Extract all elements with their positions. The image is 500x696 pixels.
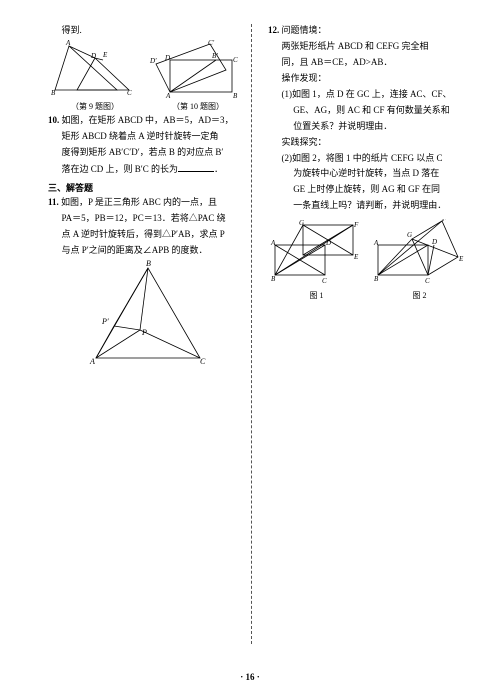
svg-text:F: F [441,219,447,223]
line-got: 得到. [48,24,248,38]
fig10-svg: C′ D′ D B′ C A B [148,40,248,100]
fig9-svg: A E B D C [51,40,139,100]
q11-l3: 点 A 逆时针旋转后，得到△P′AB，求点 P [48,228,248,242]
fig10-caption: （第 10 题图） [148,101,248,112]
svg-text:A: A [373,239,379,247]
figure-9: A E B D C （第 9 题图） [48,40,142,112]
q12-op: 操作发现： [268,72,468,86]
q12-op1a: (1)如图 1，点 D 在 GC 上，连接 AC、CF、 [268,88,468,102]
q10: 10. 如图，在矩形 ABCD 中，AB＝5，AD＝3， [48,114,248,128]
svg-text:A: A [165,92,171,100]
column-divider [251,24,252,644]
svg-text:C: C [425,277,430,285]
svg-text:B: B [374,275,379,283]
q11-l1: 如图，P 是正三角形 ABC 内的一点，且 [61,197,217,207]
svg-text:C: C [233,56,238,64]
q12-l1: 两张矩形纸片 ABCD 和 CEFG 完全相 [268,40,468,54]
figures-1-2: A B C D G F E 图 1 [268,219,468,301]
svg-text:F: F [353,221,359,229]
q12-pr2: 为旋转中心逆时针旋转，当点 D 落在 [268,167,468,181]
q12-num: 12. [268,25,279,35]
figure-q11: B A C P P′ [48,260,248,370]
svg-text:G: G [299,219,304,227]
section-3-title: 三、解答题 [48,181,248,194]
figure-10: C′ D′ D B′ C A B （第 10 题图） [148,40,248,112]
svg-text:D: D [164,54,170,62]
q11-num: 11. [48,197,59,207]
svg-text:D: D [325,239,331,247]
svg-text:D: D [90,52,96,60]
fig2-caption: 图 2 [371,290,468,301]
q11: 11. 如图，P 是正三角形 ABC 内的一点，且 [48,196,248,210]
right-column: 12. 问题情境： 两张矩形纸片 ABCD 和 CEFG 完全相 同，且 AB＝… [258,24,468,373]
svg-text:C′: C′ [208,40,215,47]
svg-text:C: C [127,89,132,97]
fig-q11-svg: B A C P P′ [78,260,218,370]
q12-pr3: GE 上时停止旋转，则 AG 和 GF 在同 [268,183,468,197]
q12-op1c: 位置关系？并说明理由． [268,120,468,134]
svg-text:G: G [407,231,412,239]
svg-text:P: P [141,328,147,337]
fig9-caption: （第 9 题图） [48,101,142,112]
q11-l4: 与点 P′之间的距离及∠APB 的度数． [48,244,248,258]
q12-title: 问题情境： [282,25,327,35]
svg-text:C: C [322,277,327,285]
q10-l4: 落在边 CD 上，则 B′C 的长为 [62,164,178,174]
svg-text:C: C [200,357,206,366]
q10-num: 10. [48,115,59,125]
svg-text:A: A [89,357,95,366]
svg-text:B: B [146,260,151,268]
svg-text:A: A [65,40,71,47]
figure-2: A B C D G F E 图 2 [371,219,468,301]
q12-pr1: (2)如图 2，将图 1 中的纸片 CEFG 以点 C [268,152,468,166]
svg-text:E: E [458,255,464,263]
q12-l2: 同，且 AB＝CE，AD>AB． [268,56,468,70]
fig1-caption: 图 1 [268,290,365,301]
fig2-svg: A B C D G F E [372,219,468,289]
svg-text:D: D [431,238,437,246]
figure-1: A B C D G F E 图 1 [268,219,365,301]
q12-pr4: 一条直线上吗？请判断，并说明理由． [268,199,468,213]
svg-text:D′: D′ [149,57,157,65]
fig1-svg: A B C D G F E [269,219,365,289]
svg-text:B: B [233,92,238,100]
svg-text:B: B [51,89,56,97]
q10-l3: 度得到矩形 AB′C′D′，若点 B 的对应点 B′ [48,146,248,160]
q10-l4-wrap: 落在边 CD 上，则 B′C 的长为 ． [48,162,248,177]
svg-text:A: A [270,239,276,247]
blank-answer [178,162,214,172]
q11-l2: PA＝5，PB＝12，PC＝13．若将△PAC 绕 [48,212,248,226]
svg-text:B: B [271,275,276,283]
page-number: · 16 · [0,672,500,682]
figures-9-10: A E B D C （第 9 题图） [48,40,248,112]
svg-text:P′: P′ [101,317,109,326]
q10-l4b: ． [214,164,223,174]
left-column: 得到. A E B D C [48,24,258,373]
q10-l1: 如图，在矩形 ABCD 中，AB＝5，AD＝3， [62,115,234,125]
q12: 12. 问题情境： [268,24,468,38]
svg-text:E: E [353,253,359,261]
q10-l2: 矩形 ABCD 绕着点 A 逆时针旋转一定角 [48,130,248,144]
svg-text:B′: B′ [212,52,218,60]
q12-pr: 实践探究： [268,136,468,150]
q12-op1b: GE、AG，则 AC 和 CF 有何数量关系和 [268,104,468,118]
svg-text:E: E [102,51,108,59]
